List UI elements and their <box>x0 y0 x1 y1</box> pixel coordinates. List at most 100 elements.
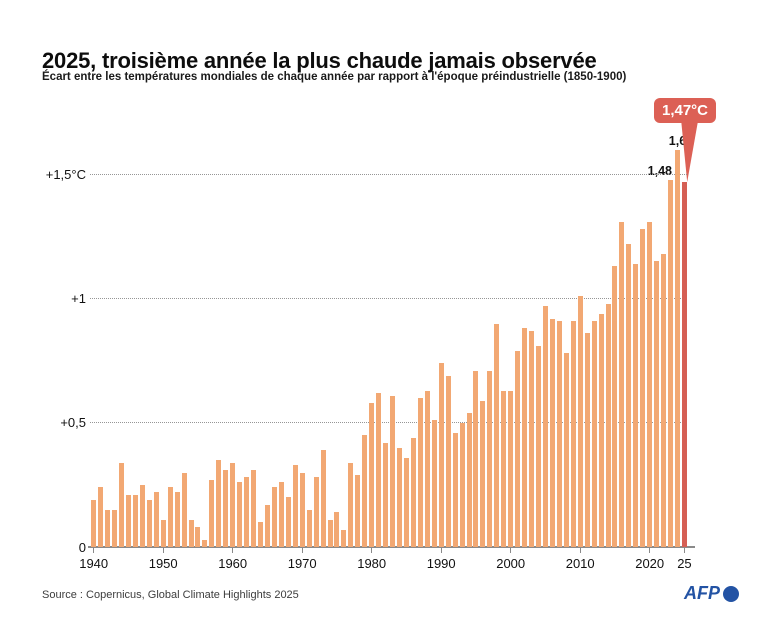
afp-logo-dot <box>723 585 739 602</box>
x-axis-label-1980: 1980 <box>357 556 387 571</box>
bar-1971 <box>306 509 312 547</box>
bar-1942 <box>105 509 111 547</box>
bar-1973 <box>320 450 326 547</box>
x-axis-label-1950: 1950 <box>148 556 178 571</box>
callout-box: 1,47°C <box>654 98 716 123</box>
bar-1989 <box>431 420 437 547</box>
bar-2003 <box>529 330 535 547</box>
bar-1945 <box>125 494 131 547</box>
page-title: 2025, troisième année la plus chaude jam… <box>42 47 597 73</box>
bar-1957 <box>209 479 215 547</box>
bar-2022 <box>661 254 667 547</box>
bar-1972 <box>313 477 319 547</box>
bar-1941 <box>98 487 104 547</box>
y-axis-label-+0,5: +0,5 <box>60 415 86 431</box>
bar-1980 <box>369 402 375 547</box>
x-axis-tick-1980 <box>371 548 373 553</box>
bar-2024 <box>675 149 680 547</box>
bar-1970 <box>299 472 305 547</box>
x-axis-tick-1970 <box>301 548 303 553</box>
bar-2017 <box>626 244 632 547</box>
bar-2015 <box>612 266 618 547</box>
bar-2014 <box>605 303 611 547</box>
x-axis-line <box>88 546 695 548</box>
y-axis-label-+1,5°C: +1,5°C <box>45 167 86 183</box>
bar-1996 <box>480 400 486 547</box>
bar-1999 <box>501 390 507 547</box>
bar-1981 <box>376 393 382 547</box>
bar-1951 <box>167 487 173 547</box>
callout-label: 1,47°C <box>661 102 709 119</box>
bar-1944 <box>119 462 124 547</box>
bar-1975 <box>334 512 340 547</box>
x-axis-label-2020: 2020 <box>635 556 665 571</box>
bar-2001 <box>515 350 521 547</box>
x-axis-tick-2020 <box>649 548 651 553</box>
bar-2018 <box>633 263 639 547</box>
x-axis-label-2000: 2000 <box>496 556 526 571</box>
bar-1969 <box>292 465 298 547</box>
bar-1958 <box>216 460 222 547</box>
x-axis-tick-2000 <box>510 548 512 553</box>
bar-2006 <box>549 318 555 547</box>
x-axis-tick-2010 <box>579 548 581 553</box>
bar-1940 <box>91 499 97 547</box>
bar-1978 <box>355 474 361 547</box>
bar-2023 <box>668 179 674 547</box>
bar-1991 <box>445 375 451 547</box>
bar-2012 <box>591 321 597 547</box>
x-axis-label-25: 25 <box>677 556 692 571</box>
bar-1952 <box>174 492 180 547</box>
x-axis-label-2010: 2010 <box>565 556 595 571</box>
peak-value-label: 1,6 <box>668 133 687 148</box>
bar-2019 <box>640 229 646 547</box>
bar-2013 <box>598 313 604 547</box>
bar-1983 <box>390 395 396 547</box>
bar-1966 <box>271 487 277 547</box>
bar-2011 <box>584 333 590 547</box>
bar-1998 <box>494 323 500 547</box>
bar-1995 <box>473 370 479 547</box>
second-value-label: 1,48 <box>647 163 672 178</box>
gridline-+1 <box>90 298 687 300</box>
bar-1976 <box>341 529 347 547</box>
bar-1963 <box>251 470 257 547</box>
bar-2007 <box>556 321 562 547</box>
afp-logo-text: AFP <box>684 583 720 603</box>
bar-2004 <box>536 345 541 547</box>
bar-1986 <box>410 437 416 547</box>
x-axis-label-1990: 1990 <box>426 556 456 571</box>
bar-2021 <box>654 261 660 547</box>
bar-1949 <box>153 492 159 547</box>
x-axis-label-1960: 1960 <box>218 556 248 571</box>
bar-1956 <box>202 539 208 547</box>
bar-1990 <box>438 363 444 547</box>
y-axis-label-+1: +1 <box>71 291 86 307</box>
bar-1955 <box>195 527 201 547</box>
bar-1964 <box>258 522 263 547</box>
bar-1977 <box>348 462 354 547</box>
bar-1979 <box>362 435 368 547</box>
y-axis-label-0: 0 <box>78 539 86 555</box>
x-axis-tick-1950 <box>162 548 164 553</box>
bar-1959 <box>223 470 229 547</box>
bar-1993 <box>459 422 465 547</box>
bar-1947 <box>139 484 145 547</box>
callout-tail-pointer <box>681 121 698 182</box>
bar-1985 <box>403 457 409 547</box>
chart-subtitle: Écart entre les températures mondiales d… <box>42 71 627 83</box>
bar-2002 <box>522 328 528 547</box>
bar-1974 <box>327 519 333 547</box>
bar-1948 <box>146 499 152 547</box>
x-axis-tick-1990 <box>440 548 442 553</box>
bar-1982 <box>383 442 389 547</box>
bar-1953 <box>181 472 187 547</box>
source-credit: Source : Copernicus, Global Climate High… <box>42 589 299 601</box>
bar-1962 <box>244 477 250 547</box>
bar-1994 <box>466 412 472 547</box>
gridline-+1,5°C <box>90 174 687 176</box>
bar-1997 <box>487 370 493 547</box>
bar-1960 <box>230 462 236 547</box>
